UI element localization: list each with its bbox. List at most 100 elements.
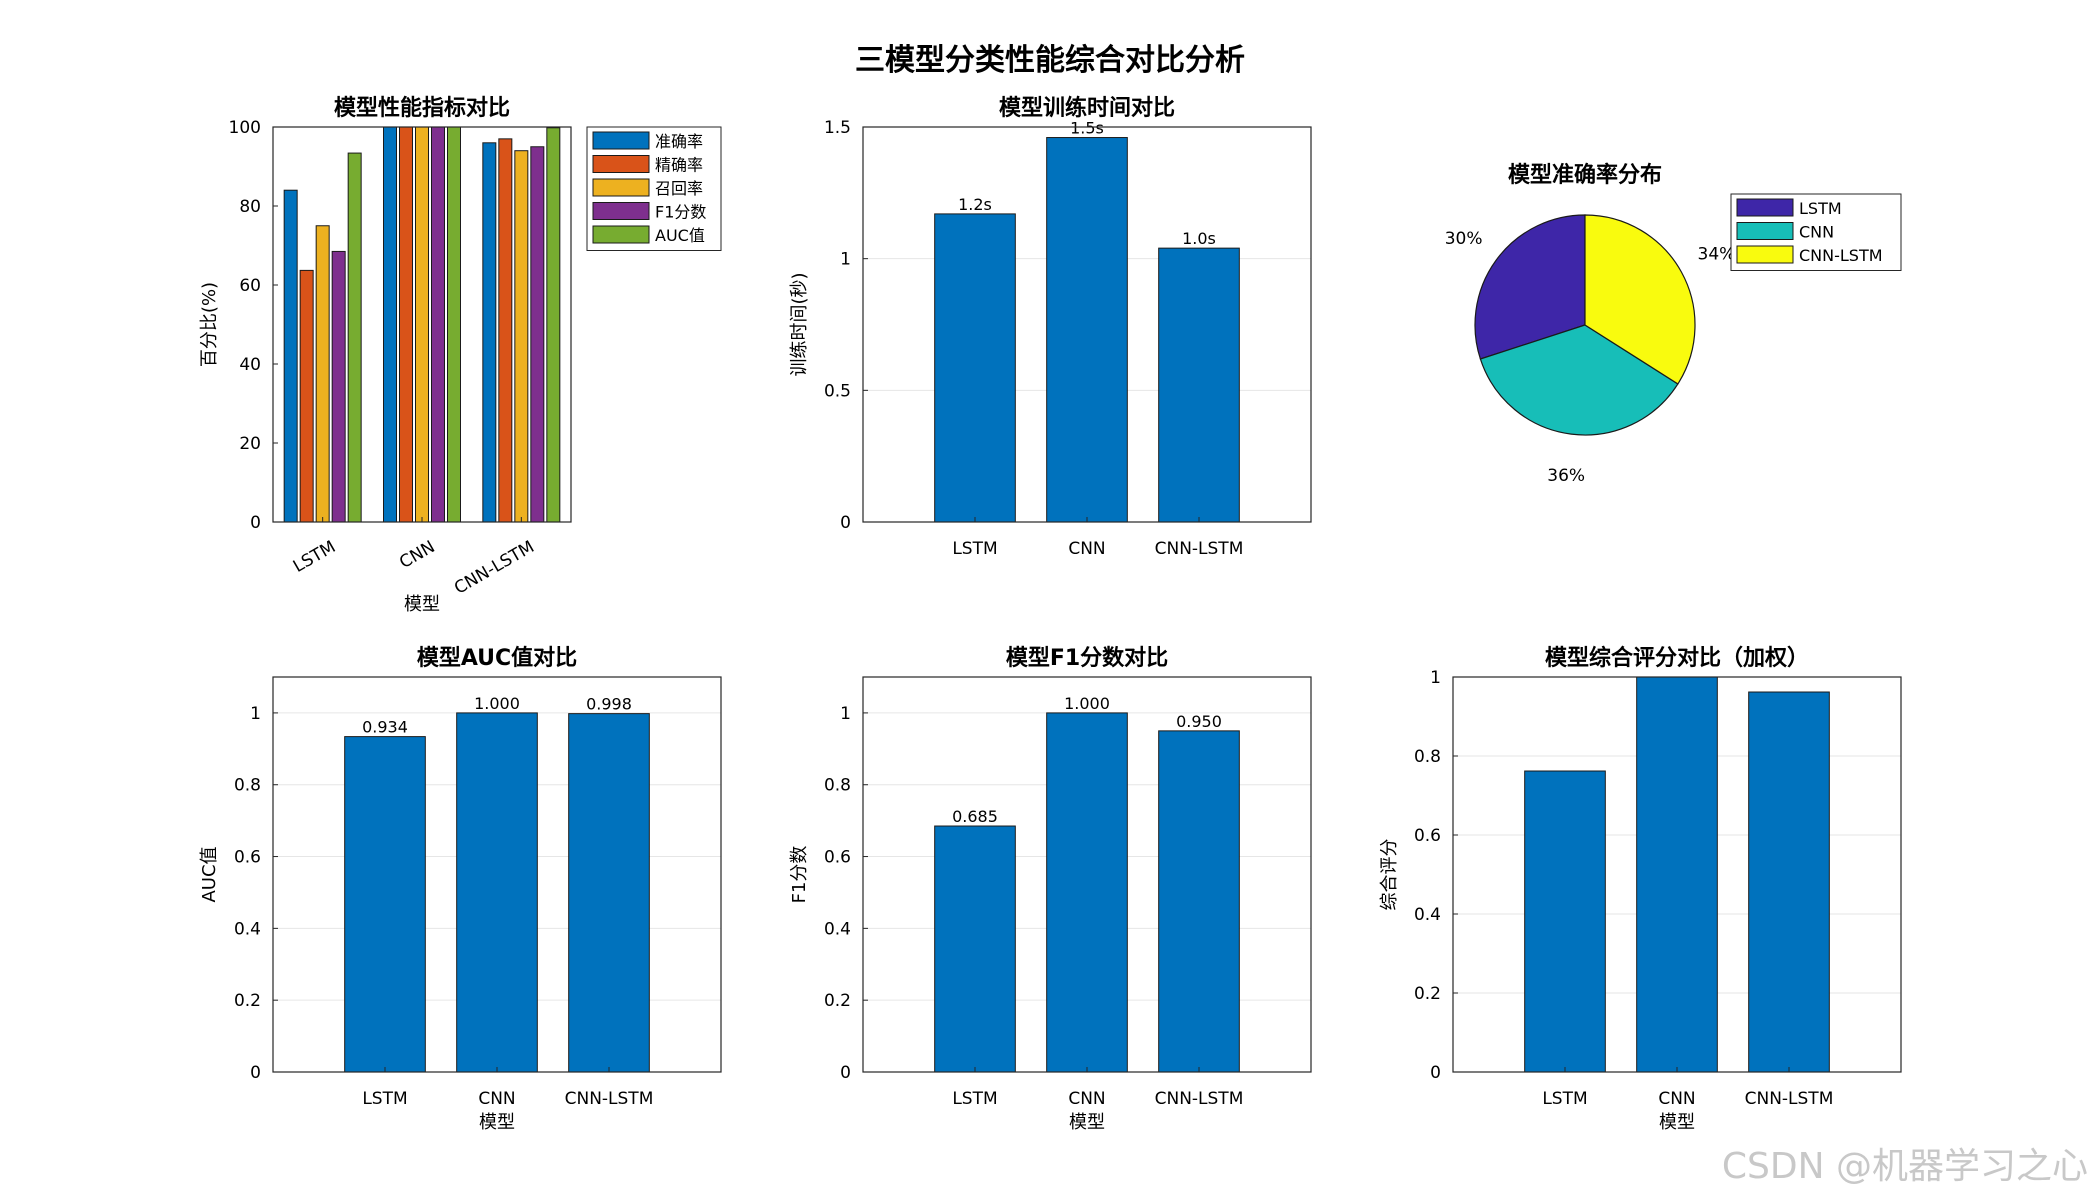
score-ytick-label: 0.2	[1414, 984, 1441, 1004]
auc-title: 模型AUC值对比	[417, 645, 577, 671]
pie-title: 模型准确率分布	[1508, 162, 1662, 188]
metrics-ytick-label: 80	[239, 197, 261, 217]
score-ylabel: 综合评分	[1379, 839, 1400, 911]
metrics-bar	[514, 150, 529, 523]
f1-bar-cnn-lstm	[1158, 730, 1240, 1073]
auc-xtick-label: LSTM	[362, 1089, 407, 1109]
time-xtick-label: LSTM	[952, 539, 997, 559]
score-ytick-label: 0.4	[1414, 905, 1441, 925]
score-ytick-label: 0	[1430, 1063, 1441, 1083]
metrics-bar	[315, 225, 330, 523]
auc-xtick-label: CNN-LSTM	[565, 1089, 654, 1109]
metrics-legend-swatch	[592, 178, 650, 197]
f1-ytick-label: 1	[840, 704, 851, 724]
time-xtick-label: CNN-LSTM	[1155, 539, 1244, 559]
metrics-ytick-label: 100	[229, 118, 261, 138]
metrics-legend-swatch	[592, 202, 650, 220]
metrics-ytick-label: 20	[239, 434, 261, 454]
pie-legend-swatch	[1736, 222, 1794, 240]
metrics-xlabel: 模型	[404, 594, 440, 615]
metrics-legend-swatch	[592, 131, 650, 150]
auc-xtick-label: CNN	[478, 1089, 515, 1109]
score-bar-cnn-lstm	[1748, 691, 1830, 1073]
pie-legend-label: CNN-LSTM	[1799, 246, 1883, 265]
time-ytick-label: 0.5	[824, 381, 851, 401]
metrics-legend-label: AUC值	[655, 226, 705, 245]
pie-legend-label: LSTM	[1799, 199, 1842, 218]
pie-slice-label: 30%	[1445, 229, 1483, 249]
time-data-label: 1.5s	[1070, 119, 1104, 138]
metrics-bar	[299, 269, 314, 523]
score-xtick-label: CNN	[1658, 1089, 1695, 1109]
metrics-bar	[399, 126, 413, 523]
pie-slice-label: 36%	[1547, 466, 1585, 486]
auc-data-label: 0.934	[362, 718, 408, 737]
metrics-ytick-label: 40	[239, 355, 261, 375]
auc-ytick-label: 1	[250, 704, 261, 724]
metrics-bar	[415, 126, 429, 523]
metrics-ylabel: 百分比(%)	[199, 282, 220, 367]
metrics-xtick-label: CNN-LSTM	[451, 537, 538, 599]
f1-ytick-label: 0.8	[824, 776, 851, 796]
auc-ytick-label: 0.6	[234, 848, 261, 868]
score-title: 模型综合评分对比（加权）	[1545, 645, 1809, 671]
f1-ylabel: F1分数	[789, 846, 810, 904]
metrics-bar	[383, 126, 397, 523]
metrics-legend-label: 召回率	[655, 179, 703, 198]
metrics-legend-swatch	[592, 155, 650, 173]
metrics-bar	[482, 142, 497, 523]
auc-bar-cnn-lstm	[568, 713, 650, 1073]
time-ytick-label: 1	[840, 250, 851, 270]
f1-title: 模型F1分数对比	[1006, 645, 1168, 671]
auc-ytick-label: 0.2	[234, 991, 261, 1011]
metrics-bar	[431, 126, 445, 523]
f1-bar-cnn	[1046, 712, 1128, 1073]
f1-ytick-label: 0.2	[824, 991, 851, 1011]
time-ytick-label: 0	[840, 513, 851, 533]
metrics-ytick-label: 60	[239, 276, 261, 296]
metrics-legend-label: 准确率	[655, 132, 703, 151]
watermark: CSDN @机器学习之心	[1722, 1146, 2088, 1187]
auc-ytick-label: 0.4	[234, 919, 261, 939]
f1-ytick-label: 0.6	[824, 848, 851, 868]
metrics-bar	[331, 250, 346, 523]
f1-xlabel: 模型	[1069, 1112, 1105, 1133]
metrics-bar	[447, 126, 461, 523]
pie-slice-cnn-lstm	[1584, 214, 1696, 385]
auc-xlabel: 模型	[479, 1112, 515, 1133]
time-chart: 1.2s 1.5s 1.0s 0 0.5 1 1.5 LSTM CNN CNN-LSTM 模型训练时…	[789, 95, 1312, 559]
pie-slice-label: 34%	[1698, 245, 1736, 265]
metrics-bar	[530, 146, 545, 523]
score-bar-cnn	[1636, 676, 1718, 1073]
pie-legend-swatch	[1736, 198, 1794, 217]
auc-data-label: 0.998	[586, 695, 632, 714]
metrics-legend-label: 精确率	[655, 156, 703, 175]
pie-legend: LSTM CNN CNN-LSTM	[1730, 193, 1902, 271]
score-xlabel: 模型	[1659, 1112, 1695, 1133]
f1-bar-lstm	[934, 825, 1016, 1073]
f1-xtick-label: CNN-LSTM	[1155, 1089, 1244, 1109]
pie-legend-swatch	[1736, 245, 1794, 264]
metrics-legend-label: F1分数	[655, 203, 706, 222]
score-ytick-label: 1	[1430, 668, 1441, 688]
f1-chart: 0.685 1.000 0.950 0 0.2 0.4 0.6 0.8 1 LSTM CNN CNN-…	[789, 645, 1312, 1133]
f1-data-label: 1.000	[1064, 694, 1110, 713]
score-bar-lstm	[1524, 770, 1606, 1073]
figure-title: 三模型分类性能综合对比分析	[855, 43, 1245, 78]
f1-ytick-label: 0.4	[824, 919, 851, 939]
metrics-bar	[283, 189, 298, 523]
auc-bar-cnn	[456, 712, 538, 1073]
auc-data-label: 1.000	[474, 694, 520, 713]
time-bar-cnn-lstm	[1158, 247, 1240, 523]
score-ytick-label: 0.8	[1414, 747, 1441, 767]
metrics-bar	[498, 138, 513, 523]
pie-slice-cnn	[1479, 324, 1679, 436]
auc-bar-lstm	[344, 736, 426, 1073]
pie-legend-label: CNN	[1799, 223, 1834, 242]
auc-ytick-label: 0.8	[234, 776, 261, 796]
metrics-bar	[347, 152, 362, 523]
time-ytick-label: 1.5	[824, 118, 851, 138]
